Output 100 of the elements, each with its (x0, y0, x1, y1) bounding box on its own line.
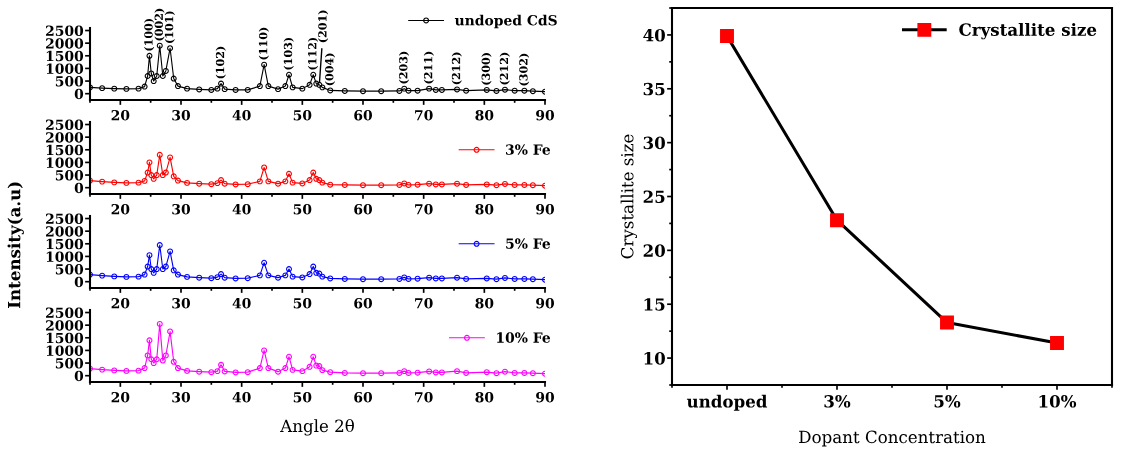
annotation: (101) (164, 11, 175, 43)
point (438, 369, 445, 376)
point (299, 85, 306, 92)
y-tick-label: 500 (55, 170, 84, 181)
point (156, 151, 163, 158)
point (463, 369, 470, 376)
y-tick-label: 0 (74, 182, 84, 194)
point (405, 181, 412, 188)
point (256, 83, 263, 90)
point (483, 86, 490, 93)
point (405, 369, 412, 376)
point (123, 85, 130, 92)
point (378, 276, 385, 283)
point (282, 272, 289, 279)
point (454, 274, 461, 281)
point (286, 266, 292, 273)
point (529, 370, 536, 377)
point (414, 87, 421, 94)
point (501, 86, 508, 93)
y-tick-label: 500 (55, 358, 84, 369)
point (414, 369, 421, 376)
y-tick-label: 15 (644, 298, 665, 311)
point (426, 274, 433, 281)
annotation: (212) (499, 52, 510, 85)
point (184, 273, 191, 280)
point (123, 367, 130, 374)
point (275, 368, 282, 375)
point (123, 273, 130, 280)
point (265, 178, 272, 185)
point (438, 275, 445, 282)
point (162, 67, 169, 74)
point (306, 177, 313, 184)
point (196, 274, 203, 281)
point (432, 369, 439, 376)
point (162, 352, 169, 359)
point (244, 181, 251, 188)
point (146, 252, 153, 259)
x-tick-label: 80 (475, 297, 494, 309)
point (454, 368, 461, 375)
point (153, 356, 160, 363)
x-tick-label: 90 (536, 297, 555, 309)
point (156, 42, 163, 49)
point (501, 274, 508, 281)
y-tick-label: 500 (55, 76, 84, 87)
point (184, 367, 191, 374)
point (99, 85, 106, 92)
annotation: (110) (258, 27, 269, 60)
point (454, 180, 461, 187)
point (282, 178, 289, 185)
point (405, 275, 412, 282)
point (156, 320, 163, 327)
y-tick-label: 2500 (46, 307, 84, 318)
point (286, 71, 292, 78)
y-tick-label: 2000 (46, 320, 84, 331)
y-tick-label: 1500 (46, 332, 84, 344)
point (170, 358, 177, 365)
y-tick-label: 2000 (46, 132, 84, 143)
point (232, 181, 239, 188)
point (282, 83, 289, 90)
point (493, 182, 500, 189)
x-tick-label: 20 (111, 203, 130, 215)
x-tick-label: 90 (536, 203, 555, 215)
y-tick-label: 2500 (46, 213, 84, 224)
point (360, 182, 366, 189)
y-tick-label: 2500 (46, 119, 84, 130)
point (167, 154, 174, 161)
x-tick-label: 40 (232, 203, 251, 215)
y-tick-label: 20 (643, 244, 665, 257)
x-tick-label: 90 (536, 109, 555, 121)
point (156, 242, 163, 249)
x-axis-title: Dopant Concentration (799, 430, 986, 447)
point (327, 369, 334, 376)
point (940, 315, 954, 330)
point (319, 367, 326, 374)
point (463, 87, 470, 94)
x-tick-label: 60 (354, 297, 373, 309)
point (438, 86, 445, 93)
point (299, 368, 306, 375)
x-tick-label: 20 (111, 109, 130, 121)
point (438, 181, 445, 188)
point (256, 272, 263, 279)
y-tick-label: 1500 (46, 238, 84, 250)
point (232, 86, 239, 93)
point (511, 369, 518, 376)
point (306, 271, 313, 278)
point (529, 276, 536, 283)
y-tick-label: 1000 (46, 345, 84, 356)
point (310, 71, 317, 78)
x-tick-label: 90 (536, 391, 555, 403)
legend-label: undoped CdS (454, 14, 557, 29)
y-tick-label: 25 (643, 190, 665, 204)
point (275, 86, 282, 93)
y-tick-label: 1000 (46, 251, 84, 262)
point (196, 368, 203, 375)
x-tick-label: 80 (475, 391, 494, 403)
point (221, 86, 228, 93)
point (111, 85, 118, 92)
x-tick-label: 20 (111, 391, 130, 403)
point (511, 275, 518, 282)
point (830, 213, 844, 228)
